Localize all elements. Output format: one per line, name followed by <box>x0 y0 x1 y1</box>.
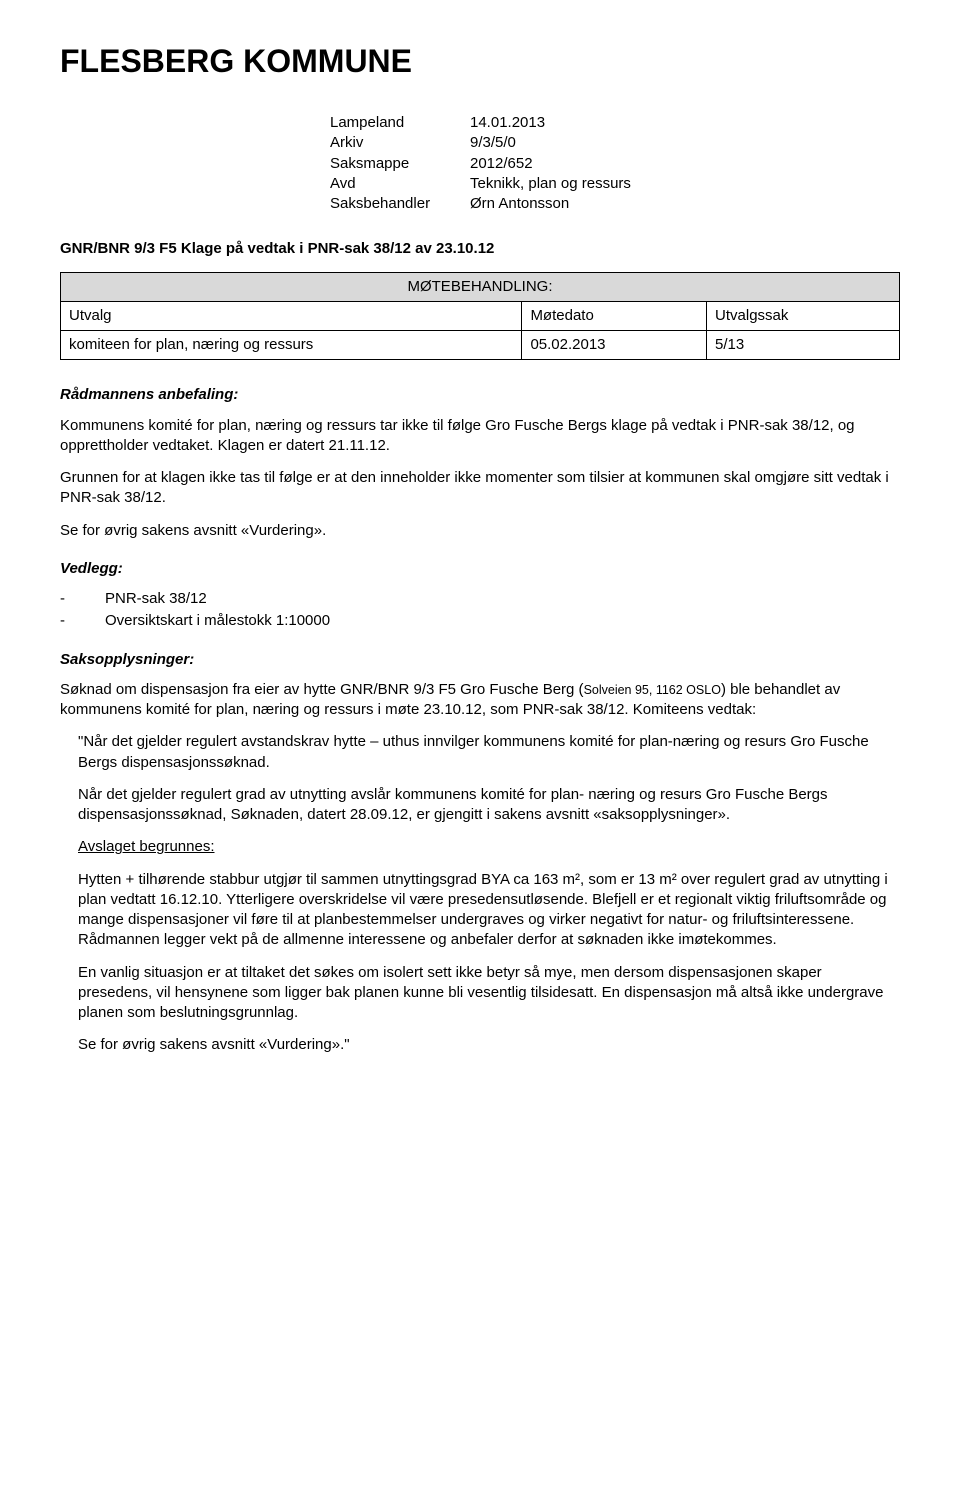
meta-label: Lampeland <box>330 113 470 133</box>
meta-label: Arkiv <box>330 133 470 153</box>
dash: - <box>60 611 105 631</box>
meta-value: 2012/652 <box>470 154 533 174</box>
table-row: komiteen for plan, næring og ressurs 05.… <box>61 331 900 360</box>
meta-value: Teknikk, plan og ressurs <box>470 174 631 194</box>
table-column-row: Utvalg Møtedato Utvalgssak <box>61 301 900 330</box>
table-header-row: MØTEBEHANDLING: <box>61 272 900 301</box>
case-title: GNR/BNR 9/3 F5 Klage på vedtak i PNR-sak… <box>60 239 900 259</box>
caseinfo-p4: Hytten + tilhørende stabbur utgjør til s… <box>78 870 900 951</box>
cell-motedato: 05.02.2013 <box>522 331 707 360</box>
meta-label: Saksbehandler <box>330 194 470 214</box>
attachment-item: - Oversiktskart i målestokk 1:10000 <box>60 611 900 631</box>
col-utvalgssak: Utvalgssak <box>707 301 900 330</box>
meta-row: Saksbehandler Ørn Antonsson <box>330 194 900 214</box>
meta-label: Saksmappe <box>330 154 470 174</box>
attachment-item: - PNR-sak 38/12 <box>60 589 900 609</box>
meta-value: 9/3/5/0 <box>470 133 516 153</box>
caseinfo-p1: Søknad om dispensasjon fra eier av hytte… <box>60 680 900 721</box>
caseinfo-p2: "Når det gjelder regulert avstandskrav h… <box>78 732 900 773</box>
attachments-list: - PNR-sak 38/12 - Oversiktskart i målest… <box>60 589 900 632</box>
dash: - <box>60 589 105 609</box>
meta-row: Lampeland 14.01.2013 <box>330 113 900 133</box>
caseinfo-p1a: Søknad om dispensasjon fra eier av hytte… <box>60 681 584 698</box>
meeting-table: MØTEBEHANDLING: Utvalg Møtedato Utvalgss… <box>60 272 900 361</box>
col-motedato: Møtedato <box>522 301 707 330</box>
meta-row: Saksmappe 2012/652 <box>330 154 900 174</box>
recommendation-p1: Kommunens komité for plan, næring og res… <box>60 416 900 457</box>
quoted-decision: "Når det gjelder regulert avstandskrav h… <box>78 732 900 1055</box>
meta-row: Arkiv 9/3/5/0 <box>330 133 900 153</box>
caseinfo-p5: En vanlig situasjon er at tiltaket det s… <box>78 963 900 1024</box>
recommendation-heading: Rådmannens anbefaling: <box>60 385 900 405</box>
rejection-label: Avslaget begrunnes: <box>78 838 215 855</box>
org-name: FLESBERG KOMMUNE <box>60 40 900 83</box>
caseinfo-p6: Se for øvrig sakens avsnitt «Vurdering».… <box>78 1035 900 1055</box>
meta-value: 14.01.2013 <box>470 113 545 133</box>
meta-label: Avd <box>330 174 470 194</box>
recommendation-p2: Grunnen for at klagen ikke tas til følge… <box>60 468 900 509</box>
attachment-text: PNR-sak 38/12 <box>105 589 207 609</box>
recommendation-p3: Se for øvrig sakens avsnitt «Vurdering». <box>60 521 900 541</box>
caseinfo-heading: Saksopplysninger: <box>60 650 900 670</box>
meta-block: Lampeland 14.01.2013 Arkiv 9/3/5/0 Saksm… <box>330 113 900 214</box>
cell-utvalgssak: 5/13 <box>707 331 900 360</box>
attachments-heading: Vedlegg: <box>60 559 900 579</box>
caseinfo-p1-small: Solveien 95, 1162 OSLO <box>584 683 721 697</box>
meta-value: Ørn Antonsson <box>470 194 569 214</box>
meeting-heading: MØTEBEHANDLING: <box>61 272 900 301</box>
attachment-text: Oversiktskart i målestokk 1:10000 <box>105 611 330 631</box>
caseinfo-p3: Når det gjelder regulert grad av utnytti… <box>78 785 900 826</box>
meta-row: Avd Teknikk, plan og ressurs <box>330 174 900 194</box>
cell-utvalg: komiteen for plan, næring og ressurs <box>61 331 522 360</box>
col-utvalg: Utvalg <box>61 301 522 330</box>
